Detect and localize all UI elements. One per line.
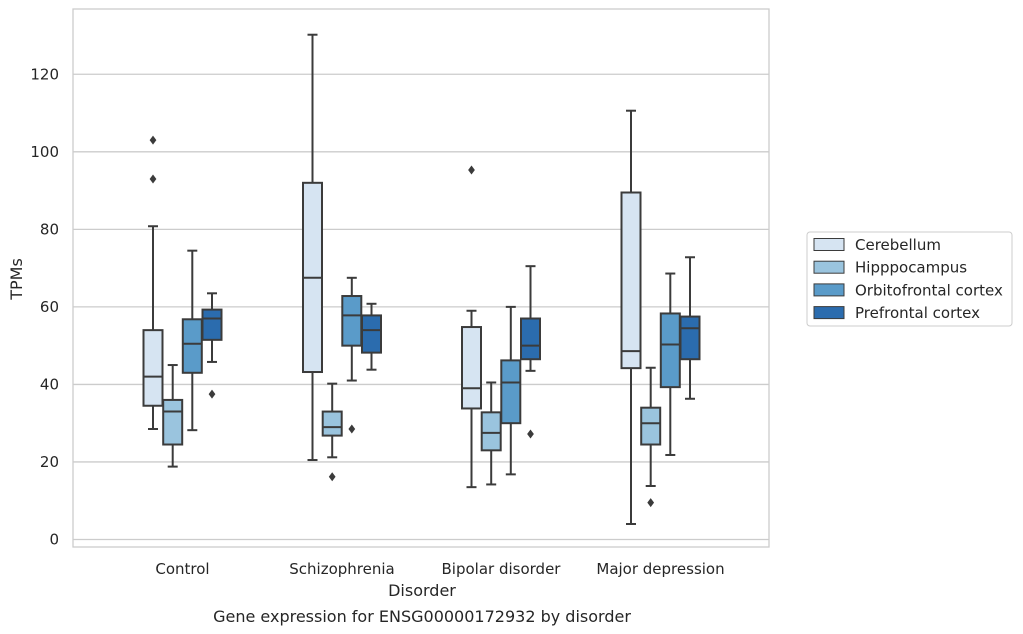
iqr-box <box>480 411 502 452</box>
outlier-point <box>647 498 655 508</box>
box-hipppocampus-3 <box>640 366 662 508</box>
legend-swatch <box>813 306 845 320</box>
box-orbitofrontal-cortex-3 <box>659 272 681 456</box>
legend-swatch <box>813 238 845 251</box>
iqr-box <box>500 359 522 425</box>
iqr-box <box>201 308 223 341</box>
iqr-box <box>341 295 363 347</box>
y-axis-label: TPMs <box>7 258 26 301</box>
iqr-box <box>679 315 701 361</box>
y-tick-label: 20 <box>40 453 59 471</box>
box-orbitofrontal-cortex-0 <box>181 249 203 432</box>
box-cerebellum-0 <box>142 135 164 431</box>
outlier-point <box>149 135 157 145</box>
legend-label: Cerebellum <box>855 236 941 254</box>
iqr-box <box>640 406 662 446</box>
y-tick-label: 0 <box>49 531 59 549</box>
box-orbitofrontal-cortex-1 <box>341 276 363 434</box>
outlier-point <box>149 174 157 184</box>
iqr-box <box>321 410 343 437</box>
box-cerebellum-3 <box>620 109 642 525</box>
legend-frame <box>806 231 1013 327</box>
y-tick-labels: 0 20 40 60 80 100 120 <box>30 65 59 548</box>
y-tick-label: 120 <box>30 65 59 83</box>
y-tick-label: 60 <box>40 298 59 316</box>
box-prefrontal-cortex-2 <box>520 265 541 439</box>
box-hipppocampus-0 <box>162 364 184 468</box>
outlier-point <box>468 165 475 175</box>
iqr-box <box>520 317 541 361</box>
outlier-point <box>527 429 534 439</box>
outlier-point <box>328 472 336 482</box>
outlier-point <box>208 389 216 399</box>
box-prefrontal-cortex-0 <box>201 292 223 399</box>
iqr-box <box>361 314 382 354</box>
x-tick-label: Schizophrenia <box>289 560 394 578</box>
x-tick-labels: Control Schizophrenia Bipolar disorder Majo… <box>155 560 724 578</box>
x-tick-label: Bipolar disorder <box>442 560 562 578</box>
legend-swatch <box>813 283 845 297</box>
y-tick-label: 100 <box>30 143 59 161</box>
iqr-box <box>162 398 184 446</box>
iqr-box <box>142 329 164 407</box>
chart-caption: Gene expression for ENSG00000172932 by d… <box>213 607 631 626</box>
legend-swatch <box>813 260 845 274</box>
legend-label: Orbitofrontal cortex <box>855 281 1003 299</box>
box-groups <box>142 33 701 525</box>
x-tick-label: Control <box>155 560 209 578</box>
box-orbitofrontal-cortex-2 <box>500 305 522 476</box>
y-tick-label: 80 <box>40 220 59 238</box>
iqr-box <box>461 326 482 410</box>
legend: Cerebellum Hipppocampus Orbitofrontal cort… <box>806 231 1013 327</box>
legend-label: Hipppocampus <box>855 259 967 277</box>
legend-label: Prefrontal cortex <box>855 304 980 322</box>
outlier-point <box>348 424 356 434</box>
box-prefrontal-cortex-3 <box>679 256 701 400</box>
box-hipppocampus-1 <box>321 382 343 482</box>
box-prefrontal-cortex-1 <box>361 302 382 371</box>
iqr-box <box>659 312 681 389</box>
box-cerebellum-2 <box>461 165 482 489</box>
plot-frame <box>72 8 770 548</box>
gridlines <box>73 73 769 541</box>
iqr-box <box>620 191 642 370</box>
y-tick-label: 40 <box>40 375 59 393</box>
x-tick-label: Major depression <box>596 560 724 578</box>
x-axis-label: Disorder <box>388 581 456 600</box>
iqr-box <box>181 318 203 374</box>
box-cerebellum-1 <box>302 33 323 462</box>
box-hipppocampus-2 <box>480 381 502 486</box>
